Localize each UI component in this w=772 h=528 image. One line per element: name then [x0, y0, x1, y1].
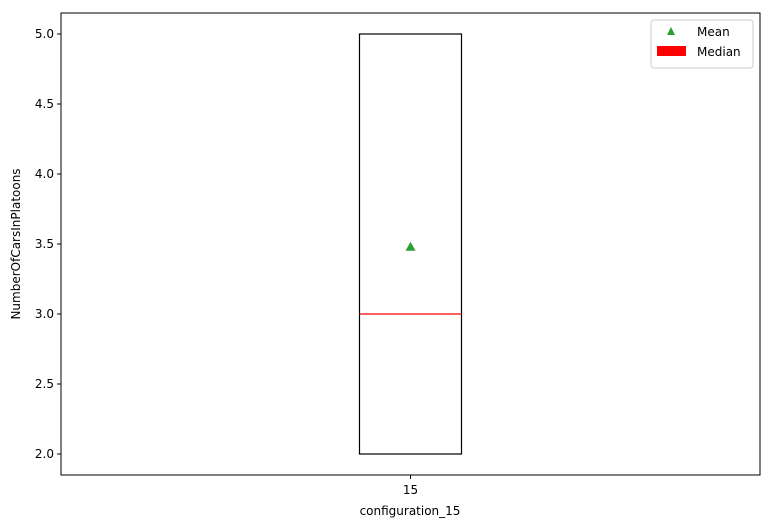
boxes-layer: [358, 33, 463, 455]
y-axis-label: NumberOfCarsInPlatoons: [9, 168, 23, 319]
legend-median-patch: [657, 46, 686, 56]
y-tick-label: 5.0: [35, 27, 54, 41]
x-tick-label: 15: [403, 483, 418, 497]
y-tick-label: 4.5: [35, 97, 54, 111]
legend-mean-marker: [667, 27, 675, 35]
y-tick-label: 4.0: [35, 167, 54, 181]
legend-mean-label: Mean: [697, 25, 730, 39]
legend-median-label: Median: [697, 45, 741, 59]
y-tick-label: 3.0: [35, 307, 54, 321]
y-tick-label: 2.5: [35, 377, 54, 391]
y-tick-label: 2.0: [35, 447, 54, 461]
box-iqr: [358, 33, 463, 455]
y-tick-label: 3.5: [35, 237, 54, 251]
x-axis: 15: [403, 475, 418, 497]
x-axis-label: configuration_15: [360, 504, 461, 518]
legend: Mean Median: [650, 19, 754, 69]
y-axis: 2.0 2.5 3.0 3.5 4.0 4.5 5.0: [35, 27, 61, 461]
mean-marker: [405, 241, 416, 251]
